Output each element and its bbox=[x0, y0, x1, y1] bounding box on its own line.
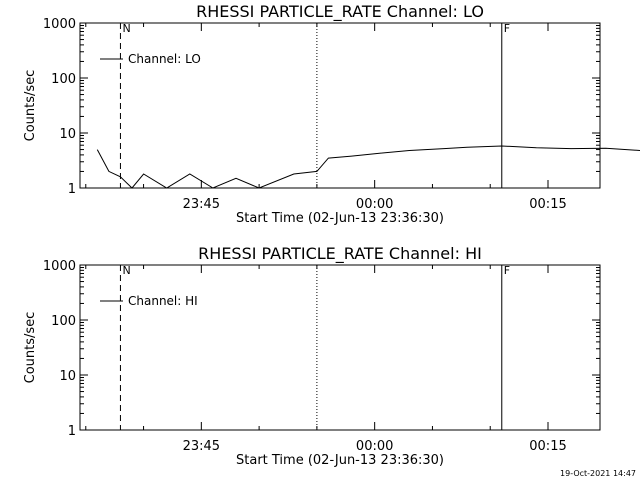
x-tick-label: 00:00 bbox=[356, 439, 393, 454]
x-tick-label: 23:45 bbox=[183, 439, 220, 454]
x-axis-label: Start Time (02-Jun-13 23:36:30) bbox=[236, 453, 444, 468]
x-tick-label: 00:00 bbox=[356, 197, 393, 212]
chart-title: RHESSI PARTICLE_RATE Channel: LO bbox=[196, 2, 484, 22]
event-marker-label: N bbox=[122, 264, 130, 277]
x-axis-label: Start Time (02-Jun-13 23:36:30) bbox=[236, 211, 444, 226]
x-tick-label: 00:15 bbox=[529, 197, 566, 212]
y-tick-label: 10 bbox=[59, 127, 76, 142]
plot-frame bbox=[79, 264, 601, 431]
event-marker-label: F bbox=[504, 22, 510, 35]
x-tick-label: 23:45 bbox=[183, 197, 220, 212]
y-tick-label: 100 bbox=[51, 314, 76, 329]
y-axis-label: Counts/sec bbox=[23, 70, 38, 142]
y-tick-label: 1000 bbox=[43, 17, 76, 32]
y-tick-label: 10 bbox=[59, 369, 76, 384]
event-marker-label: N bbox=[122, 22, 130, 35]
y-tick-label: 1 bbox=[68, 424, 76, 439]
x-tick-label: 00:15 bbox=[529, 439, 566, 454]
y-axis-label: Counts/sec bbox=[23, 312, 38, 384]
legend-label: Channel: LO bbox=[128, 52, 201, 66]
y-tick-label: 100 bbox=[51, 72, 76, 87]
chart-panel-2: RHESSI PARTICLE_RATE Channel: HI Counts/s… bbox=[23, 244, 601, 468]
plot-frame bbox=[79, 22, 601, 189]
y-tick-label: 1 bbox=[68, 182, 76, 197]
data-series-line bbox=[96, 145, 640, 189]
chart-title: RHESSI PARTICLE_RATE Channel: HI bbox=[198, 244, 482, 264]
timestamp-footer: 19-Oct-2021 14:47 bbox=[560, 469, 636, 478]
chart-panel-1: RHESSI PARTICLE_RATE Channel: LO Counts/s… bbox=[23, 2, 640, 226]
legend-label: Channel: HI bbox=[128, 294, 198, 308]
event-marker-label: F bbox=[504, 264, 510, 277]
y-tick-label: 1000 bbox=[43, 259, 76, 274]
